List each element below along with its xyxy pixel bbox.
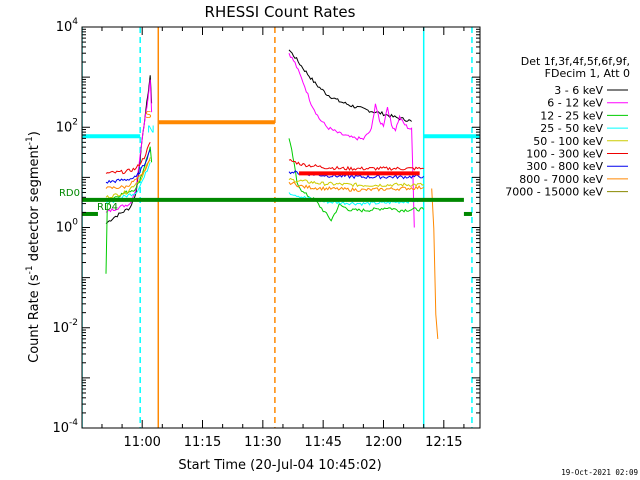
plot-area: SN RD0 RD4	[59, 27, 480, 428]
x-tick-label: 11:30	[244, 435, 281, 450]
series-line-3-1	[105, 146, 153, 274]
plot-frame	[81, 26, 481, 429]
series-line-2-1	[105, 79, 153, 213]
series-line-5-2	[288, 177, 424, 188]
legend-label-3: 12 - 25 keV	[540, 109, 603, 122]
series-line-6-2	[288, 159, 424, 172]
series-line-3-2	[288, 138, 425, 222]
series-line-2-2	[288, 53, 415, 228]
legend-header-1: Det 1f,3f,4f,5f,6f,9f,	[521, 55, 630, 68]
x-tick-label: 12:15	[425, 435, 462, 450]
series-line-8-1	[105, 159, 151, 190]
x-axis-label: Start Time (20-Jul-04 10:45:02)	[178, 458, 381, 473]
series-line-1-2	[288, 49, 412, 122]
x-tick-label: 11:45	[304, 435, 341, 450]
y-tick-label: 104	[56, 17, 79, 35]
legend-label-1: 3 - 6 keV	[554, 84, 603, 97]
flag-label-4: RD0	[59, 188, 80, 199]
y-tick-label: 100	[56, 218, 79, 236]
legend-header-2: FDecim 1, Att 0	[545, 67, 630, 80]
legend-label-5: 50 - 100 keV	[533, 135, 603, 148]
y-tick-label: 10-2	[52, 318, 78, 336]
series-line-8-2	[288, 181, 424, 193]
legend-label-2: 6 - 12 keV	[547, 97, 603, 110]
y-tick-label: 102	[56, 117, 78, 135]
series-line-6-1	[105, 142, 151, 175]
y-axis-label: Count Rate (s-1 detector segment-1)	[25, 131, 42, 363]
flag-label-2: N	[147, 124, 154, 135]
legend-label-7: 300 - 800 keV	[526, 160, 603, 173]
series-line-5-1	[105, 157, 151, 199]
series-line-8-3	[431, 188, 439, 339]
x-axis: 11:00 11:15 11:30 11:45 12:00 12:15	[101, 27, 465, 450]
footer-timestamp: 19-Oct-2021 02:09	[561, 468, 638, 477]
legend-label-9: 7000 - 15000 keV	[505, 186, 603, 199]
chart-title: RHESSI Count Rates	[205, 3, 356, 21]
flag-label-5: RD4	[97, 202, 118, 213]
y-axis: 10-4 10-2 100 102 104	[52, 17, 480, 436]
flag-label-1: S	[145, 110, 151, 121]
legend: Det 1f,3f,4f,5f,6f,9f,FDecim 1, Att 0 3 -…	[505, 55, 630, 199]
legend-label-8: 800 - 7000 keV	[519, 173, 603, 186]
x-tick-label: 11:00	[123, 435, 160, 450]
y-tick-label: 10-4	[52, 418, 78, 436]
x-tick-label: 12:00	[365, 435, 402, 450]
legend-label-6: 100 - 300 keV	[526, 148, 603, 161]
series-line-7-1	[105, 149, 151, 184]
series-line-4-1	[105, 162, 151, 204]
legend-label-4: 25 - 50 keV	[540, 122, 603, 135]
x-tick-label: 11:15	[184, 435, 221, 450]
